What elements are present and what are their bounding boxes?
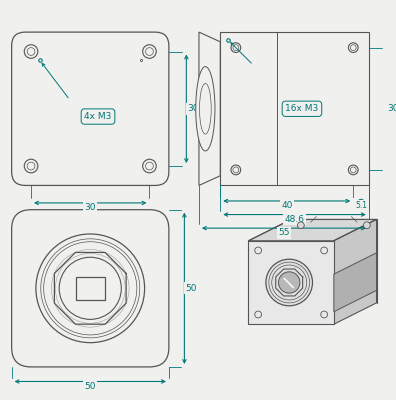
Circle shape <box>350 45 356 50</box>
Circle shape <box>321 247 327 254</box>
Circle shape <box>233 167 239 173</box>
Circle shape <box>348 43 358 52</box>
Polygon shape <box>199 32 220 186</box>
Circle shape <box>59 257 121 319</box>
Polygon shape <box>248 220 377 241</box>
Circle shape <box>27 162 35 170</box>
Text: 55: 55 <box>278 228 289 238</box>
Circle shape <box>146 48 153 55</box>
Circle shape <box>255 311 261 318</box>
Text: 48.6: 48.6 <box>285 215 305 224</box>
Circle shape <box>321 311 327 318</box>
Circle shape <box>297 222 304 229</box>
Circle shape <box>231 43 241 52</box>
Ellipse shape <box>200 84 211 134</box>
Circle shape <box>36 234 145 343</box>
Text: 30: 30 <box>187 104 199 113</box>
Circle shape <box>364 288 370 295</box>
Polygon shape <box>334 220 377 324</box>
Text: 4x M3: 4x M3 <box>84 112 112 121</box>
Circle shape <box>364 222 370 229</box>
Circle shape <box>231 165 241 175</box>
Text: 30: 30 <box>84 203 96 212</box>
Circle shape <box>146 162 153 170</box>
Bar <box>76 277 105 300</box>
Circle shape <box>348 165 358 175</box>
Circle shape <box>350 167 356 173</box>
FancyBboxPatch shape <box>11 210 169 367</box>
Polygon shape <box>334 253 377 312</box>
Polygon shape <box>220 32 369 186</box>
Circle shape <box>24 45 38 58</box>
Circle shape <box>233 45 239 50</box>
Circle shape <box>24 159 38 173</box>
FancyBboxPatch shape <box>11 32 169 186</box>
Text: 50: 50 <box>185 284 197 293</box>
Circle shape <box>364 261 370 268</box>
Text: 16x M3: 16x M3 <box>286 104 319 113</box>
Ellipse shape <box>196 67 215 151</box>
Circle shape <box>278 272 300 293</box>
Circle shape <box>27 48 35 55</box>
Circle shape <box>143 45 156 58</box>
Text: 40: 40 <box>281 201 293 210</box>
Circle shape <box>255 247 261 254</box>
Circle shape <box>266 259 312 306</box>
Polygon shape <box>248 241 334 324</box>
Text: 50: 50 <box>84 382 96 391</box>
Text: 30: 30 <box>387 104 396 113</box>
Text: 5.1: 5.1 <box>355 201 367 210</box>
Circle shape <box>143 159 156 173</box>
